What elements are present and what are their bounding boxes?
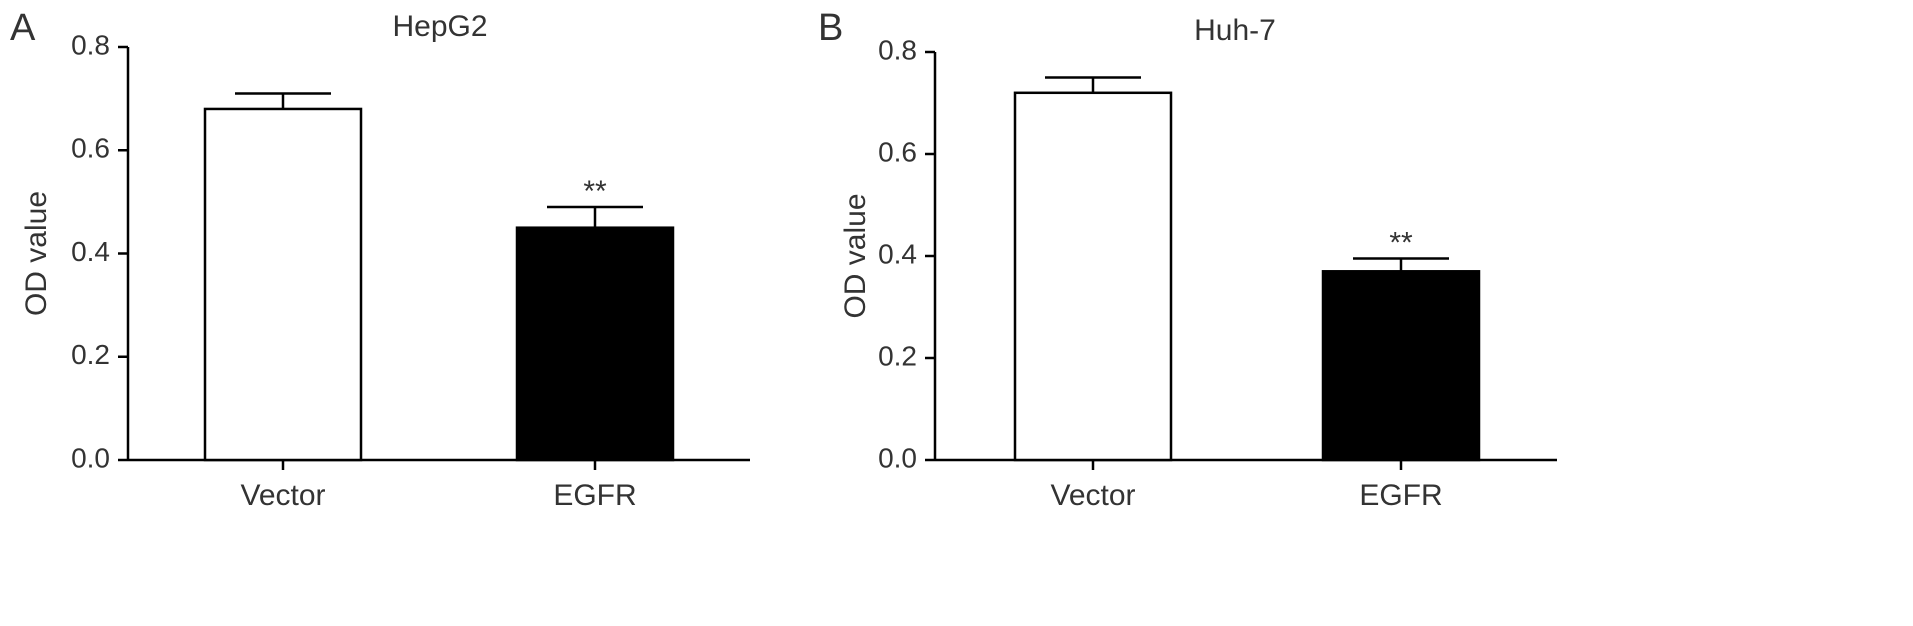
y-tick-label: 0.6 <box>878 136 917 167</box>
x-tick-label: Vector <box>240 479 325 512</box>
chart-title: HepG2 <box>392 10 487 43</box>
y-axis-label: OD value <box>839 193 872 318</box>
bar-egfr <box>1321 270 1481 462</box>
y-tick-label: 0.2 <box>71 339 110 370</box>
y-tick-label: 0.0 <box>878 442 917 473</box>
x-tick-label: EGFR <box>553 479 636 512</box>
y-tick-label: 0.8 <box>878 34 917 65</box>
y-tick-label: 0.8 <box>71 29 110 60</box>
bar-vector <box>1013 91 1173 462</box>
x-tick-label: EGFR <box>1359 479 1442 512</box>
panel-a: A HepG2 OD value 0.0 0.2 0.4 0.6 0.8 Vector EGFR *… <box>10 7 750 512</box>
panel-b: B Huh-7 OD value 0.0 0.2 0.4 0.6 0.8 Vector EGFR *… <box>818 7 1557 512</box>
panel-letter: B <box>818 7 843 49</box>
y-tick-label: 0.2 <box>878 340 917 371</box>
panel-letter: A <box>10 7 36 49</box>
y-tick-label: 0.0 <box>71 442 110 473</box>
significance-label: ** <box>583 175 607 208</box>
bar-egfr <box>515 226 675 462</box>
y-tick-label: 0.6 <box>71 133 110 164</box>
chart-title: Huh-7 <box>1194 14 1276 47</box>
y-tick-label: 0.4 <box>878 238 917 269</box>
y-axis-label: OD value <box>20 191 53 316</box>
x-tick-label: Vector <box>1050 479 1135 512</box>
significance-label: ** <box>1389 227 1413 260</box>
bar-vector <box>203 107 363 462</box>
y-tick-label: 0.4 <box>71 236 110 267</box>
